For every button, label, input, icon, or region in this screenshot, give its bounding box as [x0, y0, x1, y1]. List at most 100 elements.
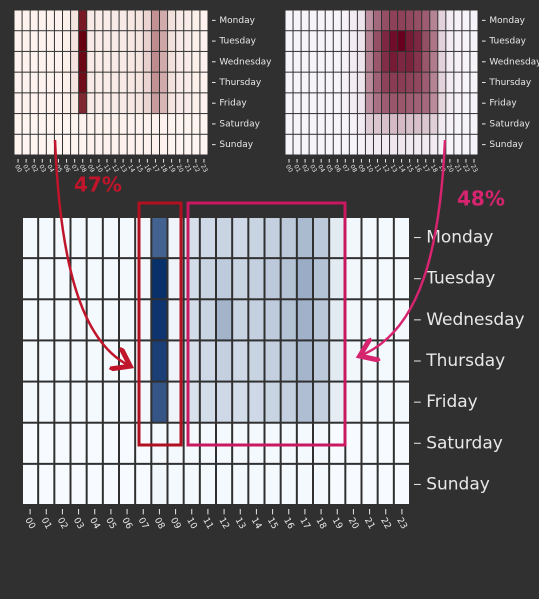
- heat-cell: [200, 218, 215, 258]
- heat-cell: [341, 72, 349, 93]
- heat-cell: [438, 114, 446, 134]
- heat-cell: [382, 134, 390, 155]
- heat-cell: [87, 382, 102, 422]
- heat-cell: [390, 134, 398, 155]
- heat-cell: [79, 10, 87, 31]
- heat-cell: [414, 31, 422, 51]
- heat-cell: [325, 72, 333, 93]
- x-tick-label: 19: [167, 164, 177, 174]
- heat-cell: [200, 114, 208, 134]
- heat-cell: [55, 382, 70, 422]
- heat-cell: [152, 341, 167, 381]
- heat-cell: [265, 423, 280, 463]
- heat-cell: [430, 10, 438, 31]
- x-tick-label: 06: [62, 164, 72, 174]
- heat-cell: [54, 134, 62, 155]
- heat-cell: [285, 10, 293, 31]
- heat-cell: [38, 134, 46, 155]
- x-tick-label: 23: [199, 164, 209, 174]
- heat-cell: [103, 72, 111, 93]
- y-tick-label: Thursday: [218, 78, 262, 88]
- heat-cell: [265, 218, 280, 258]
- heat-cell: [470, 72, 478, 93]
- heat-cell: [297, 382, 312, 422]
- heat-cell: [365, 93, 373, 114]
- heat-cell: [95, 134, 103, 155]
- heat-cell: [406, 10, 414, 31]
- heat-cell: [446, 72, 454, 93]
- y-tick-label: Friday: [426, 392, 478, 412]
- heat-cell: [176, 31, 184, 51]
- heat-cell: [357, 134, 365, 155]
- heat-cell: [217, 464, 232, 504]
- heat-cell: [71, 464, 86, 504]
- heat-cell: [200, 134, 208, 155]
- x-tick-label: 14: [126, 164, 136, 174]
- heat-cell: [168, 382, 183, 422]
- heat-cell: [135, 72, 143, 93]
- heat-cell: [63, 51, 71, 72]
- heat-cell: [87, 300, 102, 340]
- heat-cell: [265, 382, 280, 422]
- x-tick-label: 04: [316, 164, 326, 174]
- heat-cell: [135, 31, 143, 51]
- heat-cell: [55, 423, 70, 463]
- x-tick-label: 10: [94, 164, 104, 174]
- heat-cell: [39, 218, 54, 258]
- heat-cell: [87, 114, 95, 134]
- heat-cell: [249, 259, 264, 299]
- heat-cell: [79, 31, 87, 51]
- heat-cell: [143, 93, 151, 114]
- heat-cell: [152, 382, 167, 422]
- heat-cell: [143, 134, 151, 155]
- heat-cell: [362, 259, 377, 299]
- heat-cell: [285, 134, 293, 155]
- heat-cell: [333, 93, 341, 114]
- heat-cell: [103, 51, 111, 72]
- heat-cell: [71, 300, 86, 340]
- heat-cell: [382, 31, 390, 51]
- heat-cell: [390, 31, 398, 51]
- heat-cell: [325, 51, 333, 72]
- heat-cell: [46, 31, 54, 51]
- heat-cell: [233, 382, 248, 422]
- x-tick-label: 07: [136, 516, 150, 531]
- heat-cell: [71, 382, 86, 422]
- heat-cell: [398, 134, 406, 155]
- heat-cell: [249, 218, 264, 258]
- heat-cell: [54, 114, 62, 134]
- heat-cell: [200, 300, 215, 340]
- heat-cell: [462, 72, 470, 93]
- heat-cell: [192, 93, 200, 114]
- heat-cell: [111, 31, 119, 51]
- heat-cell: [422, 31, 430, 51]
- heat-cell: [365, 51, 373, 72]
- heat-cell: [314, 464, 329, 504]
- heat-cell: [22, 10, 30, 31]
- heat-cell: [79, 51, 87, 72]
- x-tick-label: 01: [21, 164, 31, 174]
- heat-cell: [152, 464, 167, 504]
- heat-cell: [217, 341, 232, 381]
- heat-cell: [14, 72, 22, 93]
- heat-cell: [346, 382, 361, 422]
- heat-cell: [152, 218, 167, 258]
- x-tick-label: 03: [308, 164, 318, 174]
- heat-cell: [95, 10, 103, 31]
- heat-cell: [119, 93, 127, 114]
- heat-cell: [438, 31, 446, 51]
- heat-cell: [14, 31, 22, 51]
- heat-cell: [281, 218, 296, 258]
- heat-cell: [22, 114, 30, 134]
- heat-cell: [317, 51, 325, 72]
- heat-cell: [462, 31, 470, 51]
- x-tick-label: 05: [103, 516, 117, 531]
- heat-cell: [152, 259, 167, 299]
- heat-cell: [151, 93, 159, 114]
- heat-cell: [341, 93, 349, 114]
- heat-cell: [470, 10, 478, 31]
- heat-cell: [87, 134, 95, 155]
- heat-cell: [103, 464, 118, 504]
- heat-cell: [438, 93, 446, 114]
